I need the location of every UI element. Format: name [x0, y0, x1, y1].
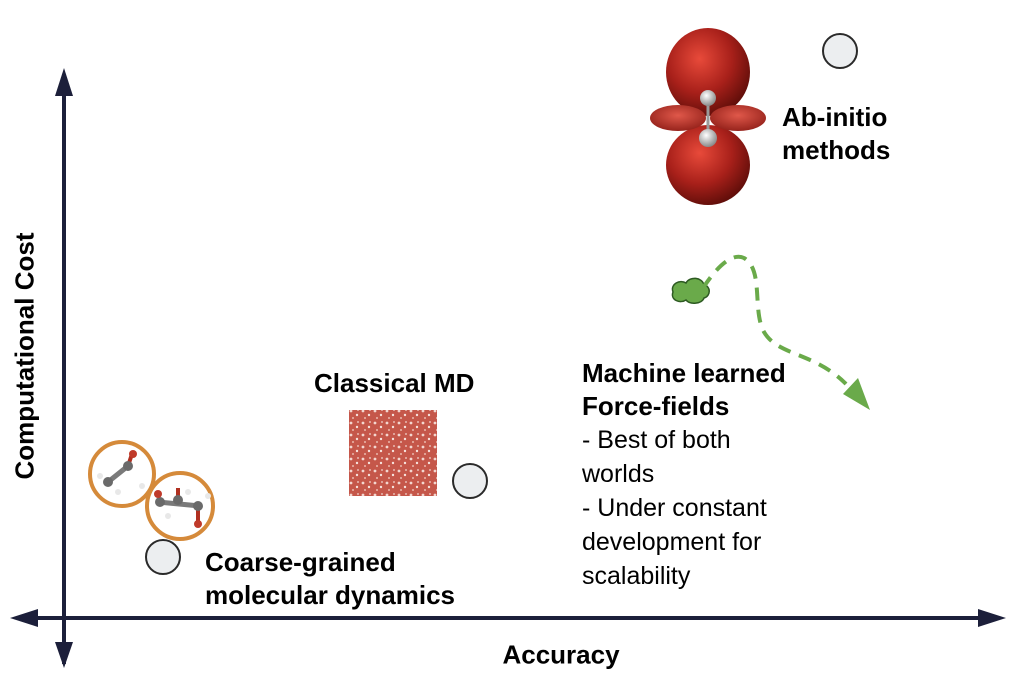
- classical-md-label: Classical MD: [314, 367, 474, 400]
- y-axis-arrow-up: [55, 68, 73, 96]
- ml-bullet-line-2: worlds: [582, 460, 655, 488]
- marker-icon: [145, 539, 181, 575]
- ml-bullet-line-4: development for: [582, 528, 762, 556]
- molecule-icon: [145, 471, 215, 541]
- x-axis-label: Accuracy: [502, 639, 620, 670]
- ml-title-line-2: Force-fields: [582, 391, 730, 421]
- md-box-icon: [349, 410, 437, 496]
- coarse-grained-label: Coarse-grained molecular dynamics: [205, 546, 455, 612]
- coarse-grained-line-1: Coarse-grained: [205, 547, 396, 577]
- molecule-icon: [88, 440, 156, 508]
- y-axis-arrow-down: [55, 642, 73, 668]
- orbital-icon: [650, 28, 766, 205]
- x-axis-arrow-left: [10, 609, 38, 627]
- marker-icon: [452, 463, 488, 499]
- x-axis-arrow-right: [978, 609, 1006, 627]
- ml-trajectory-arrow: [701, 254, 870, 410]
- ab-initio-line-2: methods: [782, 135, 891, 165]
- axes: [10, 68, 1006, 668]
- ml-bullet-line-5: scalability: [582, 562, 691, 590]
- ab-initio-label: Ab-initio methods: [782, 101, 890, 167]
- ml-bullet-line-3: - Under constant: [582, 494, 767, 522]
- ml-title-line-1: Machine learned: [582, 358, 786, 388]
- ml-force-fields-label: Machine learned Force-fields - Best of b…: [582, 357, 786, 593]
- cloud-icon: [671, 277, 710, 304]
- classical-md-title: Classical MD: [314, 368, 475, 398]
- coarse-grained-line-2: molecular dynamics: [205, 580, 455, 610]
- y-axis-label: Computational Cost: [9, 232, 40, 480]
- ab-initio-line-1: Ab-initio: [782, 102, 888, 132]
- marker-icon: [822, 33, 858, 69]
- ml-bullet-line-1: - Best of both: [582, 426, 731, 454]
